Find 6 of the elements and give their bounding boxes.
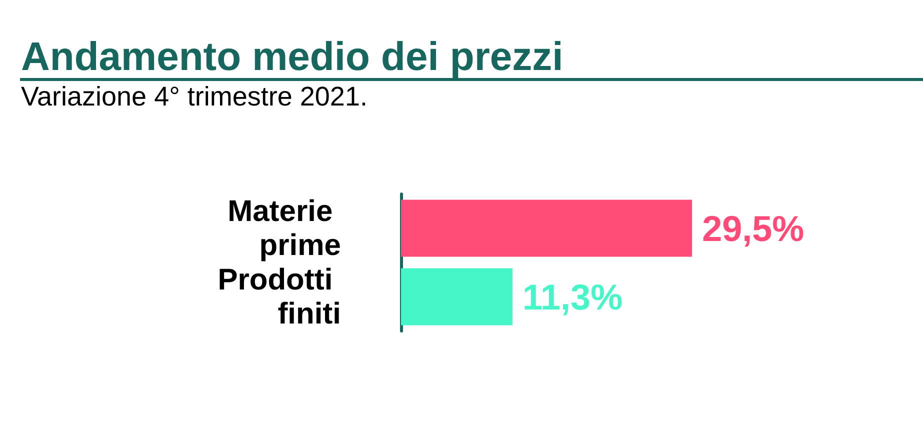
chart-title: Andamento medio dei prezzi: [21, 35, 564, 79]
data-label: 11,3%: [522, 276, 623, 318]
y-tick-label: Prodotti finiti: [218, 263, 341, 330]
y-tick-label: Materie prime: [228, 194, 341, 262]
data-label: 29,5%: [702, 208, 804, 249]
chart-subtitle: Variazione 4° trimestre 2021.: [21, 82, 368, 112]
